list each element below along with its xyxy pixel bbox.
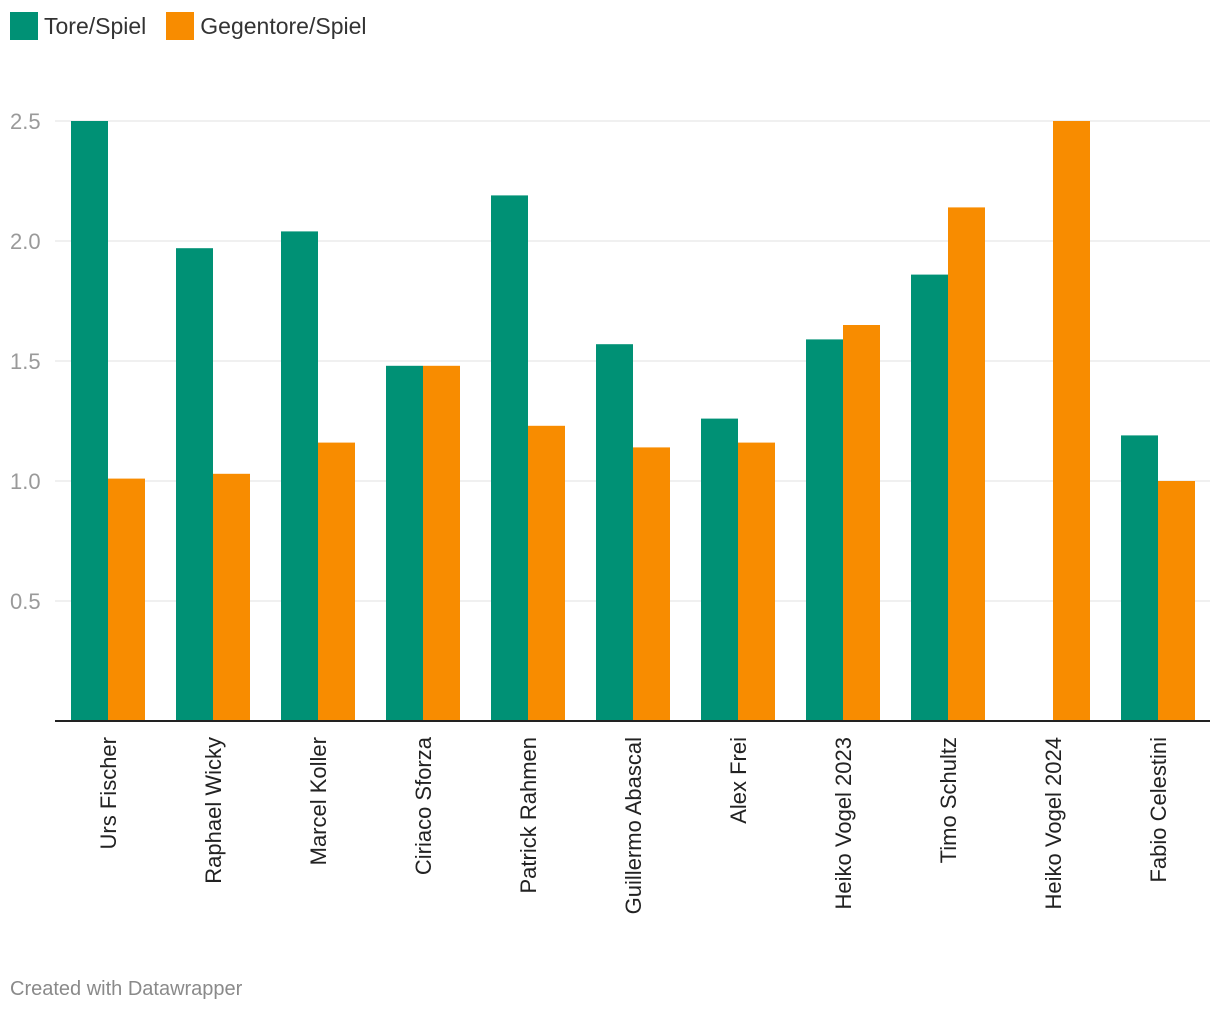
bar-conceded [1158, 481, 1195, 721]
x-category-label: Heiko Vogel 2024 [1041, 737, 1066, 909]
bar-goals [281, 231, 318, 721]
x-category-label: Heiko Vogel 2023 [831, 737, 856, 909]
bar-goals [1121, 435, 1158, 721]
bar-goals [176, 248, 213, 721]
legend-swatch-goals [10, 12, 38, 40]
legend: Tore/Spiel Gegentore/Spiel [10, 12, 387, 40]
legend-label-goals: Tore/Spiel [44, 12, 147, 39]
bar-conceded [1053, 121, 1090, 721]
bar-goals [491, 195, 528, 721]
x-category-label: Patrick Rahmen [516, 737, 541, 894]
x-category-label: Marcel Koller [306, 737, 331, 865]
x-category-label: Guillermo Abascal [621, 737, 646, 914]
legend-item-goals: Tore/Spiel [10, 12, 146, 40]
x-category-label: Urs Fischer [96, 737, 121, 849]
bar-conceded [843, 325, 880, 721]
legend-swatch-conceded [166, 12, 195, 40]
x-category-label: Ciriaco Sforza [411, 736, 436, 875]
bar-goals [701, 418, 738, 721]
y-tick-label: 1.0 [10, 469, 41, 494]
bar-goals [911, 274, 948, 721]
y-tick-label: 2.5 [10, 109, 41, 134]
x-category-label: Raphael Wicky [201, 737, 226, 884]
bar-conceded [213, 473, 250, 721]
bar-conceded [423, 365, 460, 721]
y-tick-label: 2.0 [10, 229, 41, 254]
x-category-label: Alex Frei [726, 737, 751, 824]
bar-goals [386, 365, 423, 721]
bar-conceded [108, 478, 145, 721]
x-category-label: Fabio Celestini [1146, 737, 1171, 883]
bar-conceded [948, 207, 985, 721]
bar-goals [806, 339, 843, 721]
bar-conceded [528, 425, 565, 721]
bar-conceded [633, 447, 670, 721]
bar-conceded [318, 442, 355, 721]
y-tick-label: 1.5 [10, 349, 41, 374]
bar-goals [71, 121, 108, 721]
footer-credit: Created with Datawrapper [10, 978, 243, 1000]
bar-conceded [738, 442, 775, 721]
legend-item-conceded: Gegentore/Spiel [166, 12, 367, 40]
x-category-label: Timo Schultz [936, 737, 961, 863]
legend-label-conceded: Gegentore/Spiel [200, 12, 367, 39]
bar-goals [596, 344, 633, 721]
y-tick-label: 0.5 [10, 589, 41, 614]
